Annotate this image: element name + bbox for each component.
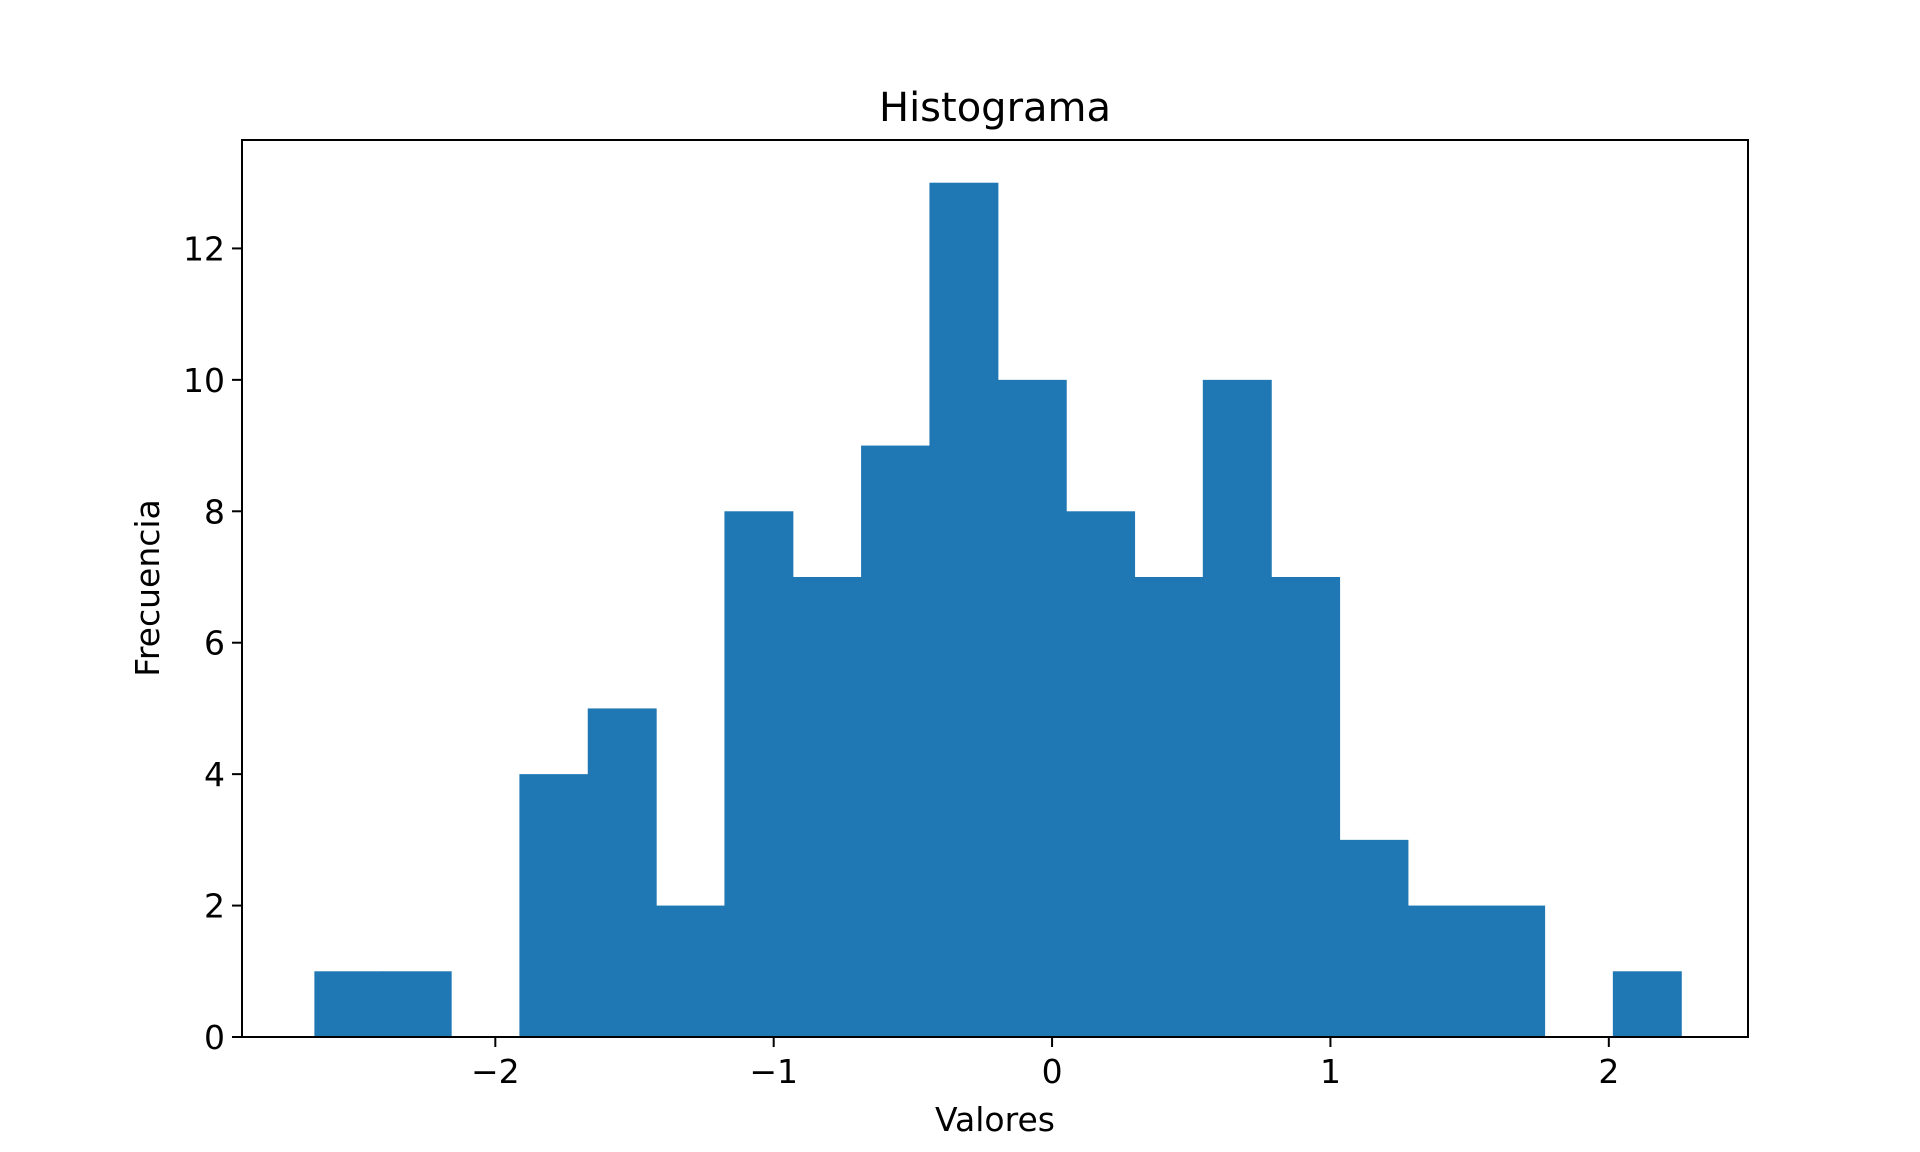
bars-group xyxy=(314,182,1682,1038)
histogram-bar xyxy=(1612,971,1682,1037)
histogram-bar xyxy=(1202,379,1272,1037)
chart-title: Histograma xyxy=(879,85,1111,131)
y-tick-label: 4 xyxy=(204,755,225,794)
y-tick-label: 12 xyxy=(183,229,225,268)
histogram-bar xyxy=(861,445,931,1038)
y-tick-label: 10 xyxy=(183,361,225,400)
histogram-bar xyxy=(1339,839,1409,1037)
plot-frame xyxy=(241,139,1749,1038)
histogram-bar xyxy=(792,577,862,1037)
x-tick-label: −1 xyxy=(749,1052,798,1091)
histogram-bar xyxy=(1407,905,1477,1037)
histogram-bar xyxy=(1066,511,1136,1037)
x-tick-label: 0 xyxy=(1042,1052,1063,1091)
x-tick-label: −2 xyxy=(471,1052,520,1091)
y-tick-label: 6 xyxy=(204,624,225,663)
histogram-bar xyxy=(382,971,452,1037)
histogram-bar xyxy=(929,182,999,1037)
y-tick-label: 2 xyxy=(204,887,225,926)
histogram-bar xyxy=(519,774,589,1037)
y-ticks-group: 0 2 4 6 8 10 12 xyxy=(183,229,242,1057)
histogram-bar xyxy=(997,379,1067,1037)
x-tick-label: 2 xyxy=(1598,1052,1619,1091)
histogram-bar xyxy=(656,905,726,1037)
x-tick-label: 1 xyxy=(1320,1052,1341,1091)
y-axis-label: Frecuencia xyxy=(128,499,167,677)
y-tick-label: 8 xyxy=(204,492,225,531)
histogram-bar xyxy=(587,708,657,1037)
histogram-bar xyxy=(314,971,384,1037)
x-axis-label: Valores xyxy=(935,1100,1055,1139)
histogram-bar xyxy=(1271,577,1341,1037)
y-tick-label: 0 xyxy=(204,1018,225,1057)
histogram-bar xyxy=(724,511,794,1037)
histogram-bar xyxy=(1476,905,1546,1037)
histogram-bar xyxy=(1134,577,1204,1037)
x-ticks-group: −2 −1 0 1 2 xyxy=(471,1037,1619,1091)
